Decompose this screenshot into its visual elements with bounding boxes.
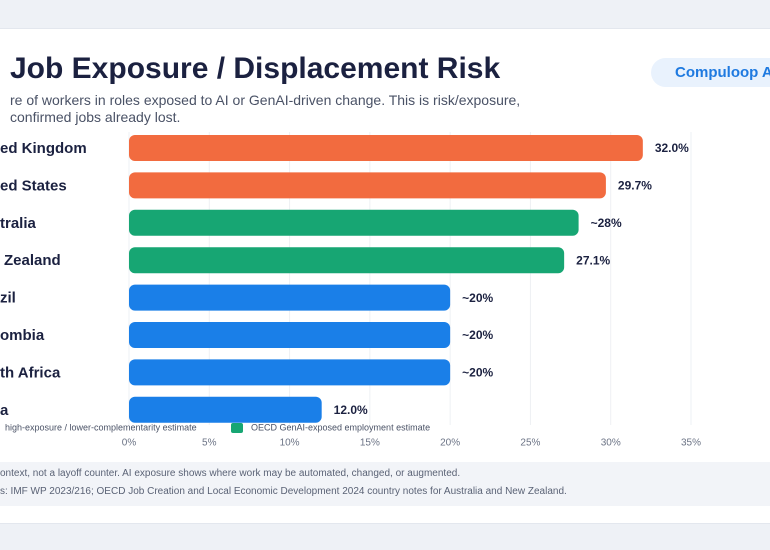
y-tick-label: ed Kingdom <box>0 140 87 157</box>
footer <box>0 462 770 506</box>
x-tick-label: 15% <box>360 438 380 449</box>
card <box>0 28 770 524</box>
y-tick-label: ombia <box>0 327 45 344</box>
subtitle: confirmed jobs already lost. <box>10 109 181 125</box>
value-label: ~20% <box>462 328 493 342</box>
value-label: ~20% <box>462 366 493 380</box>
x-tick-label: 5% <box>202 438 217 449</box>
y-tick-label: th Africa <box>0 364 61 381</box>
footer-source: s: IMF WP 2023/216; OECD Job Creation an… <box>0 486 567 497</box>
bar <box>129 359 451 386</box>
bar <box>129 209 579 236</box>
y-tick-label: a <box>0 402 9 419</box>
value-label: ~28% <box>591 216 622 230</box>
subtitle: re of workers in roles exposed to AI or … <box>10 92 521 108</box>
footer-note: ontext, not a layoff counter. AI exposur… <box>0 468 461 479</box>
y-tick-label: tralia <box>0 215 37 232</box>
legend-swatch <box>231 423 243 433</box>
bar <box>129 396 322 423</box>
bar <box>129 172 606 199</box>
x-tick-label: 10% <box>280 438 300 449</box>
bar <box>129 135 643 161</box>
y-tick-label: ed States <box>0 177 67 194</box>
x-tick-label: 20% <box>440 438 460 449</box>
value-label: 32.0% <box>655 141 689 155</box>
bar <box>129 247 565 274</box>
x-tick-label: 35% <box>681 438 701 449</box>
value-label: 27.1% <box>576 253 610 267</box>
value-label: 12.0% <box>334 403 368 417</box>
value-label: ~20% <box>462 291 493 305</box>
bar <box>129 284 451 311</box>
bar <box>129 322 451 348</box>
value-label: 29.7% <box>618 179 652 193</box>
y-tick-label: zil <box>0 290 16 307</box>
x-tick-label: 30% <box>601 438 621 449</box>
title: Job Exposure / Displacement Risk <box>10 52 501 85</box>
y-tick-label: Zealand <box>4 252 61 269</box>
legend-label: OECD GenAI-exposed employment estimate <box>251 422 430 432</box>
badge[interactable]: Compuloop A <box>651 58 770 87</box>
x-tick-label: 25% <box>520 438 540 449</box>
legend-label: high-exposure / lower-complementarity es… <box>5 422 197 432</box>
x-tick-label: 0% <box>122 438 137 449</box>
